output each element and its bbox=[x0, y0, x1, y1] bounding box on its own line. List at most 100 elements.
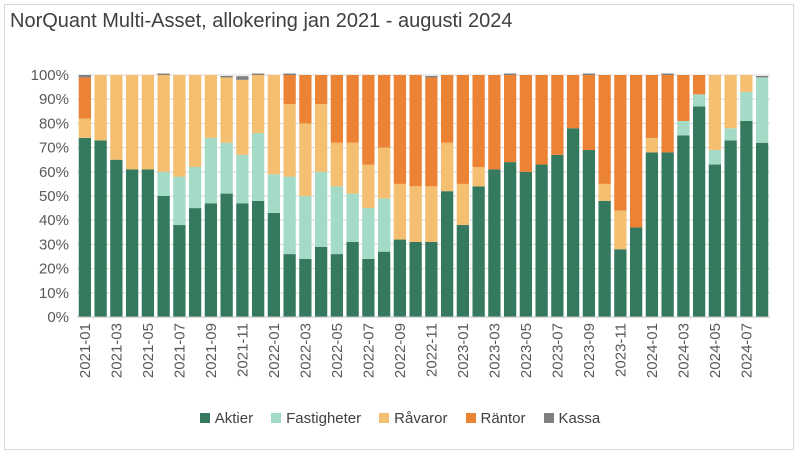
bar-segment-råvaror bbox=[251, 75, 265, 134]
bar-segment-kassa bbox=[582, 73, 596, 75]
y-tick-label: 70% bbox=[39, 140, 69, 157]
bar-segment-råvaror bbox=[614, 210, 627, 250]
bar-segment-aktier bbox=[204, 203, 218, 317]
bar-segment-råvaror bbox=[220, 77, 233, 143]
bar-segment-fastigheter bbox=[346, 193, 359, 242]
bar-segment-aktier bbox=[362, 258, 375, 317]
bar-segment-fastigheter bbox=[677, 120, 690, 136]
y-tick-label: 20% bbox=[39, 261, 69, 278]
bar-segment-räntor bbox=[551, 75, 564, 155]
bar-segment-räntor bbox=[330, 75, 344, 143]
x-tick-label: 2022-03 bbox=[297, 323, 314, 378]
bar-segment-aktier bbox=[110, 159, 123, 317]
y-tick-label: 30% bbox=[39, 236, 69, 253]
legend-swatch bbox=[199, 413, 210, 423]
bar-segment-räntor bbox=[393, 75, 407, 184]
bar-segment-fastigheter bbox=[724, 128, 737, 141]
bar-segment-råvaror bbox=[409, 186, 422, 242]
bar-segment-fastigheter bbox=[188, 166, 202, 209]
bar-segment-råvaror bbox=[346, 142, 359, 194]
bar-segment-fastigheter bbox=[377, 198, 391, 252]
bar-segment-aktier bbox=[614, 249, 627, 317]
bar-segment-aktier bbox=[629, 227, 643, 317]
x-tick-label: 2022-09 bbox=[392, 323, 409, 378]
bar-segment-räntor bbox=[456, 75, 470, 184]
bar-segment-råvaror bbox=[283, 104, 296, 177]
bar-segment-kassa bbox=[755, 75, 769, 78]
bar-segment-aktier bbox=[377, 251, 391, 317]
bar-segment-räntor bbox=[377, 75, 391, 148]
bar-segment-aktier bbox=[393, 239, 407, 317]
x-tick-label: 2021-11 bbox=[234, 323, 251, 377]
x-tick-label: 2024-03 bbox=[675, 323, 692, 378]
bar-segment-fastigheter bbox=[314, 171, 328, 247]
bar-segment-räntor bbox=[566, 75, 580, 129]
x-tick-label: 2023-05 bbox=[518, 323, 535, 378]
x-tick-label: 2024-05 bbox=[707, 323, 724, 378]
y-tick-label: 40% bbox=[39, 212, 69, 229]
x-tick-label: 2023-09 bbox=[581, 323, 598, 378]
bar-segment-aktier bbox=[94, 140, 107, 317]
legend-label: Räntor bbox=[480, 410, 526, 427]
chart-legend: Aktier Fastigheter Råvaror Räntor Kassa bbox=[0, 410, 800, 427]
bar-segment-räntor bbox=[629, 75, 643, 228]
bar-segment-fastigheter bbox=[299, 196, 312, 259]
bar-segment-aktier bbox=[314, 246, 328, 317]
bar-segment-räntor bbox=[519, 75, 533, 172]
legend-label: Aktier bbox=[214, 410, 254, 427]
bar-segment-aktier bbox=[173, 225, 186, 317]
bar-segment-fastigheter bbox=[204, 137, 218, 204]
bar-segment-aktier bbox=[708, 164, 722, 317]
bar-segment-räntor bbox=[677, 75, 690, 121]
bar-segment-räntor bbox=[472, 75, 485, 167]
bar-segment-fastigheter bbox=[708, 150, 722, 165]
bar-segment-aktier bbox=[188, 208, 202, 317]
bar-segment-fastigheter bbox=[173, 176, 186, 226]
bar-segment-fastigheter bbox=[236, 154, 249, 204]
y-tick-label: 0% bbox=[47, 309, 69, 326]
bar-segment-råvaror bbox=[125, 75, 139, 170]
bar-segment-kassa bbox=[283, 73, 296, 75]
bar-segment-fastigheter bbox=[755, 77, 769, 143]
legend-item-kassa: Kassa bbox=[543, 410, 600, 427]
x-tick-label: 2022-01 bbox=[266, 323, 283, 378]
bar-segment-aktier bbox=[456, 225, 470, 317]
bar-segment-råvaror bbox=[645, 137, 659, 153]
bar-segment-fastigheter bbox=[362, 208, 375, 259]
bar-segment-räntor bbox=[283, 75, 296, 105]
bar-segment-räntor bbox=[409, 75, 422, 187]
bar-segment-råvaror bbox=[299, 123, 312, 196]
bar-segment-aktier bbox=[283, 254, 296, 317]
legend-label: Fastigheter bbox=[286, 410, 362, 427]
bar-segment-råvaror bbox=[267, 75, 281, 175]
bar-segment-aktier bbox=[519, 171, 533, 317]
chart-title: NorQuant Multi-Asset, allokering jan 202… bbox=[10, 10, 513, 32]
x-tick-label: 2021-03 bbox=[108, 323, 125, 378]
x-tick-label: 2023-11 bbox=[612, 323, 629, 377]
x-tick-label: 2021-05 bbox=[140, 323, 157, 378]
bar-segment-råvaror bbox=[110, 75, 123, 160]
bar-segment-aktier bbox=[125, 169, 139, 317]
bar-segment-räntor bbox=[425, 77, 438, 187]
bar-segment-aktier bbox=[472, 186, 485, 317]
bar-segment-aktier bbox=[267, 212, 281, 317]
x-tick-label: 2021-07 bbox=[171, 323, 188, 378]
bar-segment-aktier bbox=[78, 137, 92, 317]
bar-segment-aktier bbox=[299, 258, 312, 317]
bar-segment-kassa bbox=[503, 73, 517, 75]
legend-item-aktier: Aktier bbox=[199, 410, 254, 427]
bar-segment-räntor bbox=[503, 75, 517, 163]
bar-segment-aktier bbox=[677, 135, 690, 317]
y-tick-label: 50% bbox=[39, 188, 69, 205]
bar-segment-räntor bbox=[299, 75, 312, 124]
bar-segment-råvaror bbox=[173, 75, 186, 177]
bar-segment-räntor bbox=[614, 75, 627, 211]
legend-swatch bbox=[271, 413, 282, 423]
bar-segment-aktier bbox=[535, 164, 548, 317]
bar-segment-aktier bbox=[425, 241, 438, 317]
x-tick-label: 2022-07 bbox=[360, 323, 377, 378]
bar-segment-räntor bbox=[440, 75, 454, 143]
bar-segment-räntor bbox=[645, 75, 659, 138]
bar-segment-räntor bbox=[535, 75, 548, 165]
bar-segment-kassa bbox=[661, 73, 674, 75]
